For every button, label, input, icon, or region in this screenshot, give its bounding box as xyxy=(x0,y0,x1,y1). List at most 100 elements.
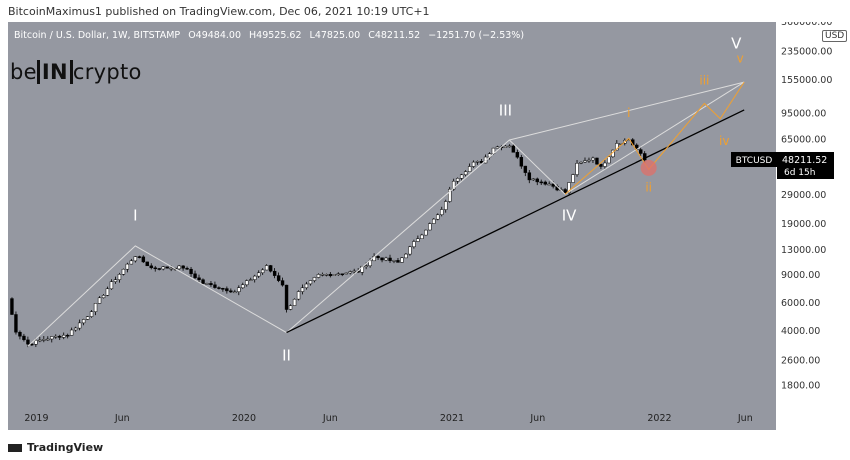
candle-body xyxy=(193,273,197,279)
candle-body xyxy=(177,265,181,270)
candle-body xyxy=(237,287,241,292)
candle-body xyxy=(607,156,611,164)
candle-body xyxy=(599,163,603,167)
logo-part-in: IN xyxy=(36,60,73,84)
candle-body xyxy=(340,273,344,276)
wave-label: V xyxy=(731,34,742,52)
ohlc-low: L47825.00 xyxy=(309,30,361,41)
candle-body xyxy=(519,157,524,167)
candle-body xyxy=(583,160,587,163)
candle-body xyxy=(424,229,428,236)
x-tick-label: 2019 xyxy=(24,413,48,424)
candle-body xyxy=(14,314,18,333)
candle-body xyxy=(320,274,325,276)
candle-body xyxy=(412,241,416,248)
x-tick-label: 2022 xyxy=(647,413,671,424)
candle-body xyxy=(432,218,436,224)
candle-body xyxy=(181,265,185,269)
candle-body xyxy=(459,174,464,179)
candle-body xyxy=(66,334,70,337)
candle-body xyxy=(77,322,82,329)
chart-area[interactable] xyxy=(8,22,776,430)
price-chart[interactable]: IIIIIIIVViiiiiiivv1800.002600.004000.006… xyxy=(8,22,842,430)
candle-body xyxy=(595,157,599,165)
logo-part-crypto: crypto xyxy=(72,60,142,84)
candle-body xyxy=(201,279,205,284)
wave-label: II xyxy=(282,346,291,364)
sub-wave-path xyxy=(564,81,745,195)
candle-body xyxy=(364,265,368,268)
x-tick-label: Jun xyxy=(114,413,130,424)
candle-body xyxy=(97,297,102,304)
candle-body xyxy=(225,288,229,292)
candle-body xyxy=(268,265,273,272)
candle-body xyxy=(93,303,98,312)
wave-label: iii xyxy=(699,73,709,87)
wave-label: III xyxy=(499,102,512,120)
candle-body xyxy=(149,265,153,269)
y-tick-label: 95000.00 xyxy=(781,108,826,119)
wave-label: v xyxy=(737,51,744,65)
candle-body xyxy=(205,283,209,285)
y-tick-label: 9000.00 xyxy=(781,270,820,281)
candle-body xyxy=(292,298,297,306)
candle-body xyxy=(547,183,551,186)
candle-body xyxy=(113,279,118,282)
candle-body xyxy=(643,153,647,161)
candle-body xyxy=(125,263,130,270)
candle-body xyxy=(380,257,384,261)
candle-body xyxy=(153,267,157,270)
candle-body xyxy=(157,268,161,270)
candle-body xyxy=(563,189,567,193)
candle-body xyxy=(42,339,46,341)
candle-body xyxy=(209,283,213,286)
candle-body xyxy=(436,214,440,220)
tradingview-brand[interactable]: TradingView xyxy=(8,441,103,454)
price-axis-panel[interactable] xyxy=(776,22,842,430)
candle-body xyxy=(85,316,90,320)
candle-body xyxy=(384,257,388,261)
candle-body xyxy=(121,268,126,275)
wave-label: IV xyxy=(562,206,577,224)
ohlc-close: C48211.52 xyxy=(368,30,421,41)
y-tick-label: 360000.00 xyxy=(781,22,832,28)
candle-body xyxy=(145,261,149,267)
candle-body xyxy=(264,265,269,271)
candle-body xyxy=(217,287,221,289)
candle-body xyxy=(535,178,539,183)
symbol-line: Bitcoin / U.S. Dollar, 1W, BITSTAMP xyxy=(14,30,181,41)
publish-bar: BitcoinMaximus1 published on TradingView… xyxy=(0,0,850,22)
candle-body xyxy=(328,274,333,277)
candle-body xyxy=(396,260,400,263)
footer-bar xyxy=(0,430,850,460)
candle-body xyxy=(169,267,173,270)
candle-body xyxy=(479,161,484,164)
candle-body xyxy=(62,334,66,338)
candle-body xyxy=(22,335,26,341)
candle-body xyxy=(471,161,476,167)
candle-body xyxy=(253,275,257,280)
currency-button[interactable]: USD xyxy=(822,30,848,42)
candle-body xyxy=(288,305,293,310)
highlight-circle xyxy=(640,159,657,176)
candle-body xyxy=(137,256,142,258)
candle-body xyxy=(539,181,543,184)
y-tick-label: 65000.00 xyxy=(781,134,826,145)
candle-body xyxy=(543,181,547,185)
candle-body xyxy=(245,280,249,286)
publish-line: BitcoinMaximus1 published on TradingView… xyxy=(8,5,430,18)
price-tag-countdown: 6d 15h xyxy=(784,168,815,178)
y-tick-label: 155000.00 xyxy=(781,75,832,86)
candle-body xyxy=(495,146,500,149)
candle-body xyxy=(591,157,595,161)
y-tick-label: 2600.00 xyxy=(781,355,820,366)
candle-body xyxy=(567,182,571,194)
price-tag-box xyxy=(777,151,834,179)
candle-body xyxy=(105,288,110,296)
candle-body xyxy=(10,298,14,315)
candle-body xyxy=(571,174,575,183)
candle-body xyxy=(229,290,233,293)
candle-body xyxy=(515,152,520,158)
candle-body xyxy=(348,271,352,274)
y-tick-label: 6000.00 xyxy=(781,298,820,309)
